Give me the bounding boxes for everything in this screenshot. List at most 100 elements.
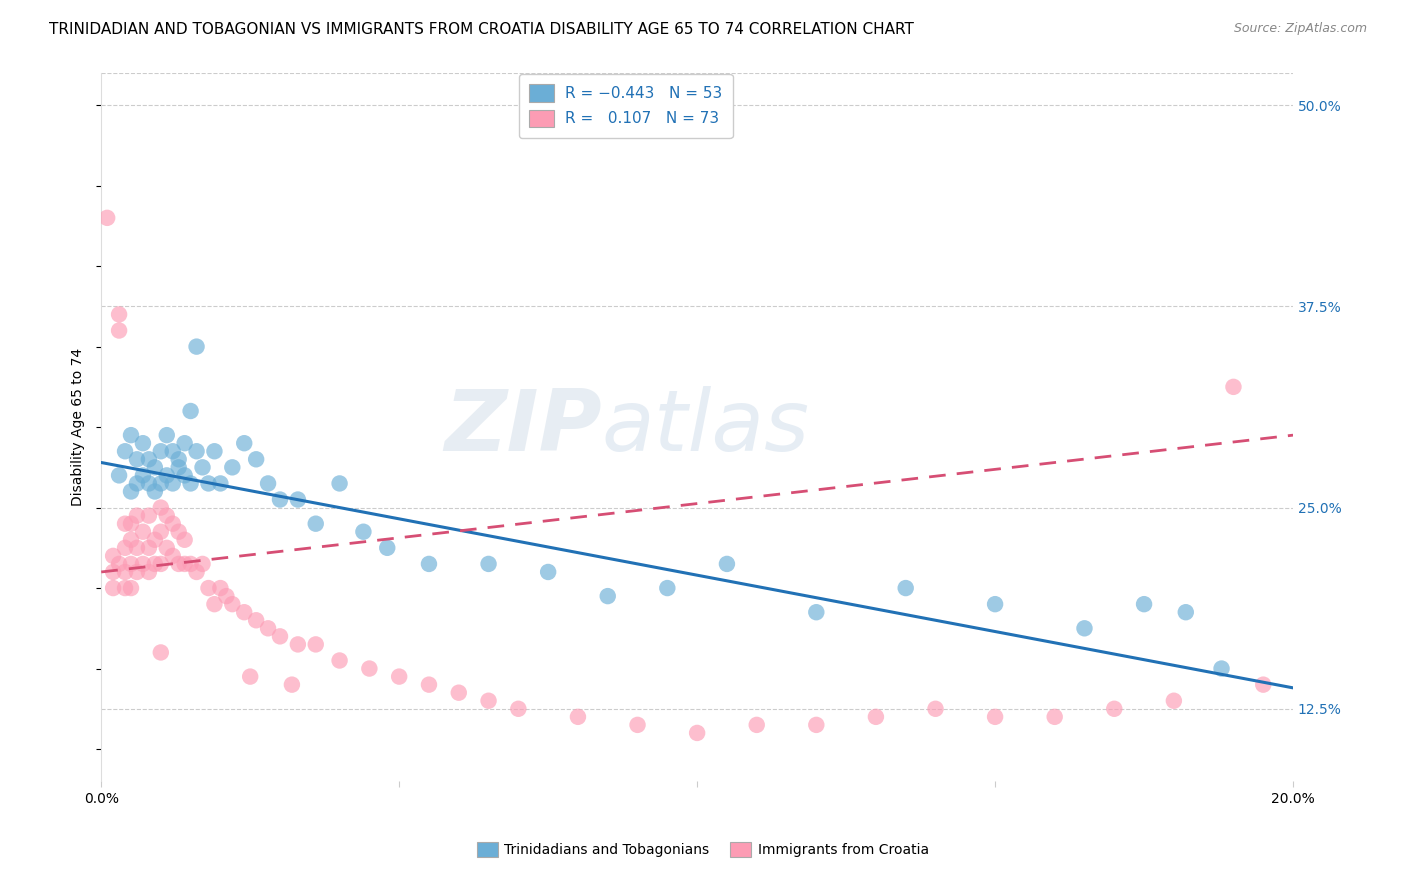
Point — [167, 460, 190, 475]
Point — [984, 597, 1007, 611]
Legend: Trinidadians and Tobagonians, Immigrants from Croatia: Trinidadians and Tobagonians, Immigrants… — [471, 837, 935, 863]
Point — [138, 508, 160, 523]
Point — [120, 557, 142, 571]
Point — [806, 718, 828, 732]
Point — [114, 581, 136, 595]
Point — [221, 597, 243, 611]
Point — [125, 565, 148, 579]
Point — [537, 565, 560, 579]
Point — [865, 710, 887, 724]
Point — [305, 516, 328, 531]
Point — [1104, 702, 1126, 716]
Point — [96, 211, 118, 225]
Point — [149, 476, 172, 491]
Point — [149, 557, 172, 571]
Point — [657, 581, 679, 595]
Point — [329, 476, 352, 491]
Point — [120, 581, 142, 595]
Point — [138, 476, 160, 491]
Point — [1251, 678, 1274, 692]
Point — [180, 476, 202, 491]
Point — [477, 557, 499, 571]
Text: Source: ZipAtlas.com: Source: ZipAtlas.com — [1233, 22, 1367, 36]
Point — [156, 508, 179, 523]
Point — [257, 476, 280, 491]
Point — [186, 444, 208, 458]
Point — [108, 557, 131, 571]
Point — [120, 533, 142, 547]
Point — [191, 460, 214, 475]
Point — [596, 589, 619, 603]
Point — [924, 702, 946, 716]
Point — [138, 452, 160, 467]
Point — [1174, 605, 1197, 619]
Point — [143, 484, 166, 499]
Point — [156, 541, 179, 555]
Point — [418, 678, 440, 692]
Point — [806, 605, 828, 619]
Point — [257, 621, 280, 635]
Point — [143, 460, 166, 475]
Point — [477, 694, 499, 708]
Point — [197, 476, 219, 491]
Point — [204, 597, 226, 611]
Point — [120, 428, 142, 442]
Point — [204, 444, 226, 458]
Point — [162, 476, 184, 491]
Point — [287, 492, 309, 507]
Legend: R = −0.443   N = 53, R =   0.107   N = 73: R = −0.443 N = 53, R = 0.107 N = 73 — [519, 73, 733, 138]
Point — [173, 436, 195, 450]
Point — [245, 613, 267, 627]
Point — [269, 629, 291, 643]
Point — [156, 468, 179, 483]
Point — [221, 460, 243, 475]
Point — [375, 541, 398, 555]
Point — [180, 557, 202, 571]
Point — [149, 444, 172, 458]
Point — [352, 524, 374, 539]
Point — [186, 565, 208, 579]
Point — [626, 718, 648, 732]
Point — [233, 436, 256, 450]
Y-axis label: Disability Age 65 to 74: Disability Age 65 to 74 — [72, 348, 86, 506]
Point — [120, 484, 142, 499]
Point — [508, 702, 530, 716]
Point — [173, 468, 195, 483]
Point — [162, 516, 184, 531]
Text: atlas: atlas — [602, 385, 810, 468]
Point — [167, 557, 190, 571]
Text: TRINIDADIAN AND TOBAGONIAN VS IMMIGRANTS FROM CROATIA DISABILITY AGE 65 TO 74 CO: TRINIDADIAN AND TOBAGONIAN VS IMMIGRANTS… — [49, 22, 914, 37]
Point — [1163, 694, 1185, 708]
Point — [114, 565, 136, 579]
Point — [716, 557, 738, 571]
Point — [125, 508, 148, 523]
Point — [114, 541, 136, 555]
Point — [186, 340, 208, 354]
Point — [101, 565, 124, 579]
Point — [138, 565, 160, 579]
Point — [173, 557, 195, 571]
Point — [132, 468, 155, 483]
Point — [125, 476, 148, 491]
Point — [143, 557, 166, 571]
Point — [138, 541, 160, 555]
Point — [281, 678, 304, 692]
Point — [132, 524, 155, 539]
Point — [984, 710, 1007, 724]
Point — [745, 718, 768, 732]
Point — [239, 670, 262, 684]
Point — [125, 452, 148, 467]
Point — [209, 581, 232, 595]
Point — [101, 581, 124, 595]
Point — [167, 524, 190, 539]
Point — [388, 670, 411, 684]
Point — [287, 637, 309, 651]
Point — [567, 710, 589, 724]
Point — [1211, 661, 1233, 675]
Point — [1073, 621, 1095, 635]
Point — [114, 516, 136, 531]
Point — [162, 444, 184, 458]
Point — [305, 637, 328, 651]
Point — [108, 307, 131, 321]
Point — [114, 444, 136, 458]
